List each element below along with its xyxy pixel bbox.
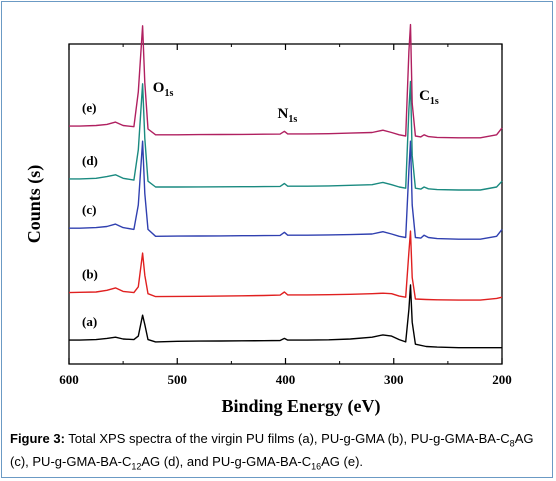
series-line bbox=[68, 230, 503, 301]
plot-area bbox=[68, 43, 503, 365]
x-tick-label: 300 bbox=[384, 372, 404, 387]
caption-subscript: 16 bbox=[311, 461, 322, 472]
caption-text: AG (d), and PU-g-GMA-BA-C bbox=[141, 453, 312, 469]
caption-text: Total XPS spectra of the virgin PU films… bbox=[64, 431, 510, 446]
peak-labels: O1s N1s C1s bbox=[153, 80, 439, 125]
series-line bbox=[69, 140, 503, 240]
figure-caption: Figure 3: Total XPS spectra of the virgi… bbox=[10, 430, 546, 475]
x-tick-label: 500 bbox=[168, 372, 188, 387]
x-tick-label: 600 bbox=[59, 372, 79, 387]
caption-label: Figure 3: bbox=[10, 431, 65, 446]
x-tick-label: 200 bbox=[492, 372, 512, 387]
caption-text: AG (c), PU-g-GMA-BA-C bbox=[10, 431, 534, 469]
series-label: (a) bbox=[82, 314, 97, 329]
xps-chart: 600 500 400 300 200 (a) (b) (c) (d) (e) O1s N1s C1… bbox=[24, 23, 512, 417]
x-axis-title: Binding Energy (eV) bbox=[221, 396, 380, 417]
series-labels: (a) (b) (c) (d) (e) bbox=[82, 100, 98, 329]
series-line bbox=[69, 284, 502, 349]
series-label: (b) bbox=[82, 267, 98, 282]
series-label: (c) bbox=[82, 202, 96, 217]
series-label: (e) bbox=[82, 100, 96, 115]
caption-subscript: 8 bbox=[509, 438, 515, 449]
peak-label: O1s bbox=[153, 80, 174, 99]
peak-label: N1s bbox=[278, 106, 298, 125]
caption-text: AG (e). bbox=[321, 453, 364, 469]
caption-subscript: 12 bbox=[131, 461, 142, 472]
y-axis-title: Counts (s) bbox=[24, 165, 45, 244]
series-line bbox=[69, 23, 503, 139]
peak-label: C1s bbox=[419, 88, 439, 107]
series-layer bbox=[68, 23, 503, 349]
x-ticks: 600 500 400 300 200 bbox=[59, 44, 512, 387]
series-label: (d) bbox=[82, 153, 98, 168]
x-tick-label: 400 bbox=[276, 372, 296, 387]
series-line bbox=[69, 80, 503, 191]
